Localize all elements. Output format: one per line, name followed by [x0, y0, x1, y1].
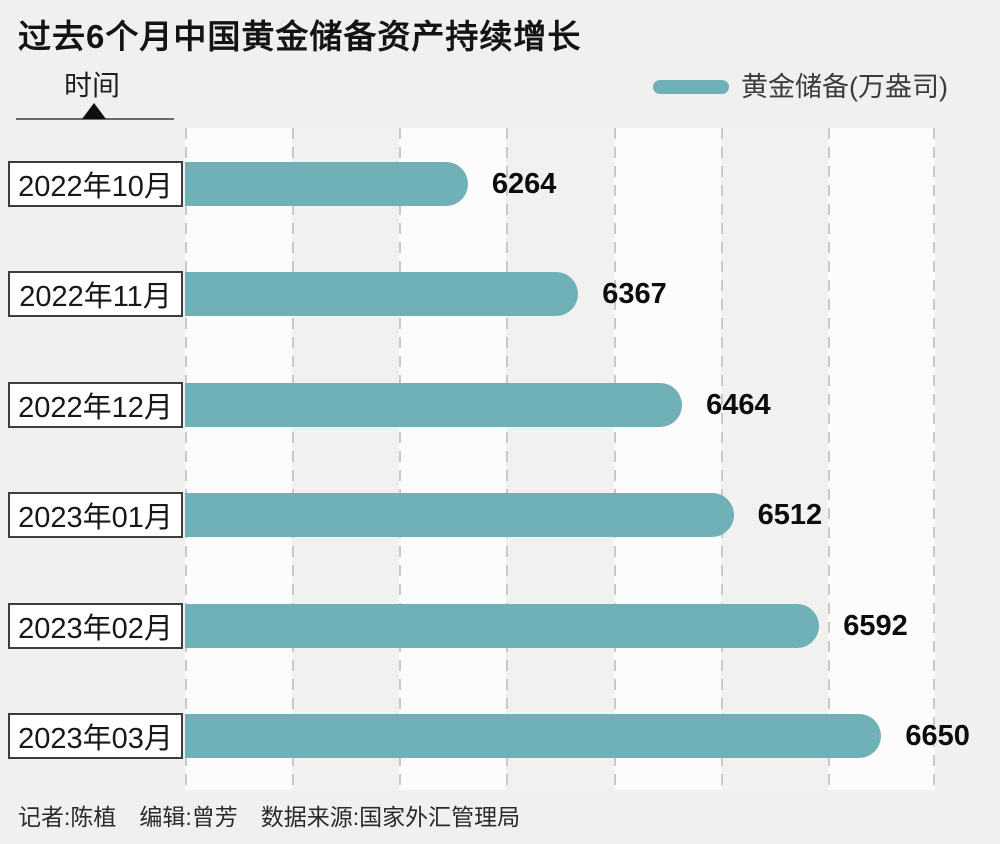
gold-reserve-bar [185, 493, 734, 538]
legend-swatch [653, 80, 729, 94]
bar-row: 2022年12月 6464 [0, 378, 1000, 432]
category-label: 2022年12月 [18, 391, 173, 424]
value-label: 6512 [757, 499, 823, 532]
axis-baseline [16, 118, 174, 120]
gold-reserve-bar [185, 162, 468, 206]
gridline [292, 128, 295, 790]
gold-reserve-bar [185, 714, 882, 758]
gridline [613, 128, 616, 790]
category-label: 2023年02月 [18, 612, 173, 645]
bar-row: 2023年01月 6512 [0, 488, 1000, 542]
gold-reserve-bar [185, 272, 579, 317]
plot-stripe [720, 128, 828, 790]
category-label-box: 2022年12月 [8, 381, 183, 428]
category-label-box: 2022年11月 [8, 271, 183, 318]
gridline [933, 128, 935, 790]
gold-reserve-bar [185, 382, 683, 427]
time-axis-label: 时间 [64, 70, 121, 101]
category-label-box: 2023年02月 [8, 602, 183, 649]
plot-stripe [185, 128, 293, 790]
value-label: 6592 [843, 609, 908, 642]
bar-row: 2023年03月 6650 [0, 709, 1000, 763]
category-label-box: 2023年03月 [8, 713, 183, 759]
bar-row: 2022年11月 6367 [0, 267, 1000, 321]
plot-stripe [613, 128, 721, 790]
gold-reserve-bar [185, 603, 820, 648]
category-label: 2023年03月 [18, 723, 173, 755]
bar-row: 2022年10月 6264 [0, 157, 1000, 211]
category-label: 2022年10月 [18, 171, 173, 203]
gridline [506, 128, 509, 790]
plot-stripe [506, 128, 614, 790]
plot-stripe [399, 128, 507, 790]
plot-area [185, 128, 935, 790]
footer-credits: 记者:陈植 编辑:曾芳 数据来源:国家外汇管理局 [18, 804, 521, 830]
value-label: 6464 [706, 388, 771, 421]
bar-row: 2023年02月 6592 [0, 599, 1000, 653]
category-label: 2023年01月 [18, 502, 173, 535]
plot-stripe [827, 128, 935, 790]
gridline [827, 128, 830, 790]
value-label: 6650 [905, 720, 970, 752]
gridline [185, 128, 187, 790]
gridline [720, 128, 723, 790]
gridline [399, 128, 402, 790]
category-label: 2022年11月 [19, 281, 172, 314]
chart-title: 过去6个月中国黄金储备资产持续增长 [18, 18, 582, 55]
plot-stripe [292, 128, 400, 790]
category-label-box: 2022年10月 [8, 161, 183, 207]
value-label: 6264 [491, 168, 557, 200]
axis-arrow-icon [82, 103, 106, 119]
legend-label: 黄金储备(万盎司) [741, 72, 948, 102]
category-label-box: 2023年01月 [8, 492, 183, 539]
value-label: 6367 [602, 278, 667, 311]
